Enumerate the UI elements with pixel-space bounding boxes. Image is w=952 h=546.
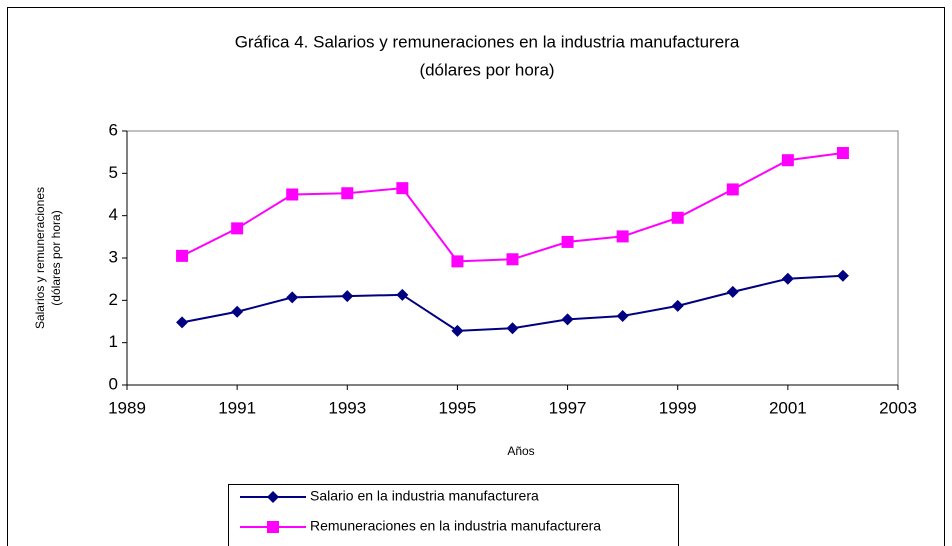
data-point (231, 305, 244, 318)
y-axis-label: Salarios y remuneraciones (33, 187, 47, 329)
data-point (176, 249, 189, 262)
data-point (396, 288, 409, 301)
chart-subtitle: (dólares por hora) (419, 60, 554, 79)
data-point (231, 222, 244, 235)
legend-box (228, 484, 679, 546)
x-tick-label: 1991 (218, 398, 256, 417)
y-tick-label: 2 (109, 290, 118, 309)
data-point (781, 272, 794, 285)
data-point (341, 187, 354, 200)
data-point (396, 182, 409, 195)
x-axis-label: Años (507, 444, 534, 458)
data-point (506, 253, 519, 266)
data-point (671, 299, 684, 312)
data-point (781, 154, 794, 167)
data-point (616, 309, 629, 322)
data-point (451, 255, 464, 268)
y-tick-label: 1 (109, 332, 118, 351)
y-axis-label: (dólares por hora) (49, 210, 63, 305)
data-point (451, 324, 464, 337)
x-tick-label: 1989 (108, 398, 146, 417)
x-tick-label: 2001 (769, 398, 807, 417)
y-tick-label: 6 (109, 120, 118, 139)
legend-marker (267, 491, 279, 503)
y-tick-label: 3 (109, 247, 118, 266)
x-tick-label: 1999 (659, 398, 697, 417)
data-point (726, 183, 739, 196)
data-point (176, 316, 189, 329)
x-tick-label: 1993 (328, 398, 366, 417)
x-tick-label: 1997 (549, 398, 587, 417)
data-point (836, 147, 849, 160)
data-point (286, 188, 299, 201)
legend-label: Remuneraciones en la industria manufactu… (310, 518, 601, 534)
legend-marker (267, 521, 279, 533)
data-point (561, 313, 574, 326)
data-point (286, 291, 299, 304)
data-point (561, 235, 574, 248)
chart-title: Gráfica 4. Salarios y remuneraciones en … (235, 32, 740, 51)
data-point (671, 211, 684, 224)
x-tick-label: 2003 (879, 398, 917, 417)
y-tick-label: 4 (109, 205, 118, 224)
x-tick-label: 1995 (439, 398, 477, 417)
y-tick-label: 5 (109, 163, 118, 182)
y-tick-label: 0 (109, 374, 118, 393)
data-point (341, 290, 354, 303)
data-point (836, 269, 849, 282)
data-point (726, 285, 739, 298)
data-point (616, 230, 629, 243)
legend-label: Salario en la industria manufacturera (310, 488, 539, 504)
data-point (506, 322, 519, 335)
